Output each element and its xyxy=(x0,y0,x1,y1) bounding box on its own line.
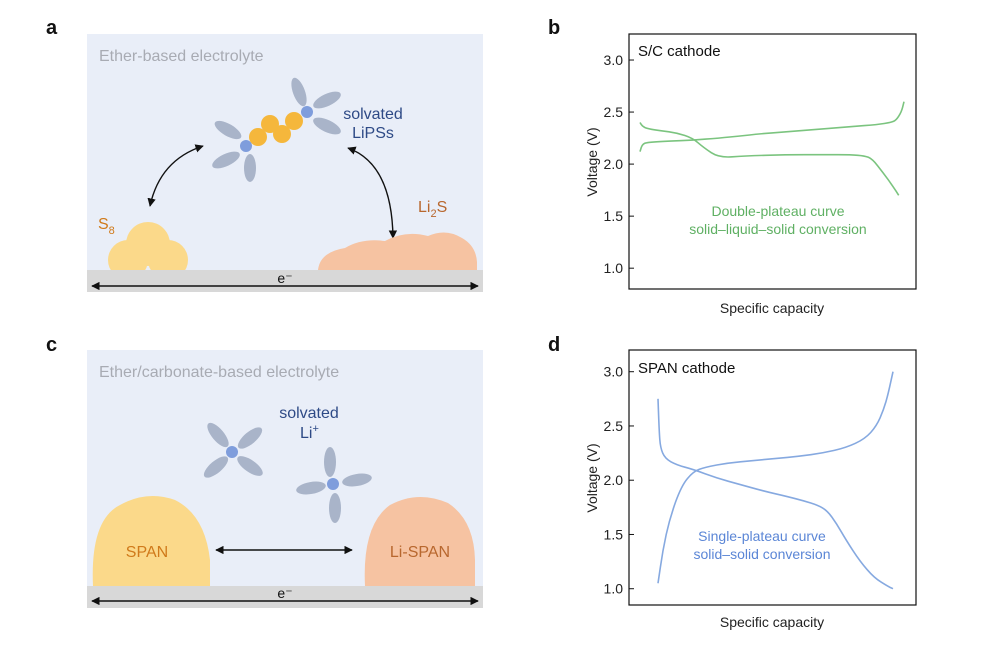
panel-letter-b: b xyxy=(548,17,560,39)
series-line-2 xyxy=(639,122,900,196)
annotation-line2: solid–solid conversion xyxy=(694,546,831,562)
lithium-ion xyxy=(327,478,339,490)
panel-letter-c: c xyxy=(46,334,57,356)
y-tick-label: 1.5 xyxy=(604,526,624,542)
solvated-li-cluster xyxy=(203,422,263,478)
annotation-line1: Single-plateau curve xyxy=(698,528,826,544)
sulfur-atom xyxy=(261,115,279,133)
li2s-label: Li2S xyxy=(418,199,447,220)
s8-label: S8 xyxy=(98,216,115,237)
lipss-molecule xyxy=(212,77,341,182)
lipss-li2s-arrow xyxy=(347,146,398,239)
plot-frame xyxy=(628,349,917,606)
solvated-label-line1: solvated xyxy=(343,106,403,123)
solvated-li-cluster xyxy=(296,447,372,523)
y-tick-label: 2.5 xyxy=(604,104,624,120)
lithium-ion xyxy=(301,106,313,118)
x-axis-label: Specific capacity xyxy=(720,614,824,630)
span-label: SPAN xyxy=(126,544,168,561)
y-axis-label: Voltage (V) xyxy=(584,443,600,512)
electron-label: e⁻ xyxy=(277,585,292,601)
solvated-label-line1: solvated xyxy=(279,405,339,422)
series-group xyxy=(639,101,905,196)
y-ticks: 1.0 1.5 2.0 2.5 3.0 xyxy=(604,364,634,597)
li-span-particle xyxy=(364,496,475,586)
y-tick-label: 2.5 xyxy=(604,418,624,434)
s8-lipss-arrow xyxy=(147,144,204,207)
y-axis-label: Voltage (V) xyxy=(584,127,600,196)
y-tick-label: 1.5 xyxy=(604,208,624,224)
plot-frame xyxy=(628,33,917,290)
chart-b: b S/C cathode 1.0 1.5 2.0 2.5 3.0 Voltage (V… xyxy=(548,17,917,316)
solvated-label-line2: LiPSs xyxy=(352,125,394,142)
solvated-label-line2: Li+ xyxy=(300,423,319,442)
lithium-ion xyxy=(240,140,252,152)
y-tick-label: 1.0 xyxy=(604,260,624,276)
panel-letter-d: d xyxy=(548,334,560,356)
li-span-label: Li-SPAN xyxy=(390,544,450,561)
y-tick-label: 3.0 xyxy=(604,364,624,380)
x-axis-label: Specific capacity xyxy=(720,300,824,316)
y-tick-label: 2.0 xyxy=(604,156,624,172)
chart-d: d SPAN cathode 1.0 1.5 2.0 2.5 3.0 Voltage (… xyxy=(548,334,917,630)
series-line-1 xyxy=(639,101,905,152)
panel-a: a Ether-based electrolyte xyxy=(46,17,483,292)
sulfur-atom xyxy=(249,128,267,146)
sulfur-atom xyxy=(285,112,303,130)
y-ticks: 1.0 1.5 2.0 2.5 3.0 xyxy=(604,52,634,276)
electrolyte-title: Ether-based electrolyte xyxy=(99,48,264,65)
series-line-2 xyxy=(657,371,894,584)
sulfur-atom xyxy=(273,125,291,143)
annotation-line2: solid–liquid–solid conversion xyxy=(689,221,866,237)
annotation-line1: Double-plateau curve xyxy=(711,203,844,219)
span-particle xyxy=(92,496,210,586)
series-line-1 xyxy=(657,398,894,590)
panel-c: c Ether/carbonate-based electrolyte solv… xyxy=(46,334,483,608)
panel-letter-a: a xyxy=(46,17,58,39)
inset-title: S/C cathode xyxy=(638,43,721,60)
inset-title: SPAN cathode xyxy=(638,360,735,377)
series-group xyxy=(657,371,894,590)
solvent-cluster-right xyxy=(291,77,341,135)
y-tick-label: 3.0 xyxy=(604,52,624,68)
electrolyte-title: Ether/carbonate-based electrolyte xyxy=(99,364,339,381)
solvent-cluster-left xyxy=(212,120,256,182)
lithium-ion xyxy=(226,446,238,458)
y-tick-label: 1.0 xyxy=(604,581,624,597)
electron-label: e⁻ xyxy=(277,270,292,286)
li2s-deposit xyxy=(318,232,477,270)
y-tick-label: 2.0 xyxy=(604,472,624,488)
